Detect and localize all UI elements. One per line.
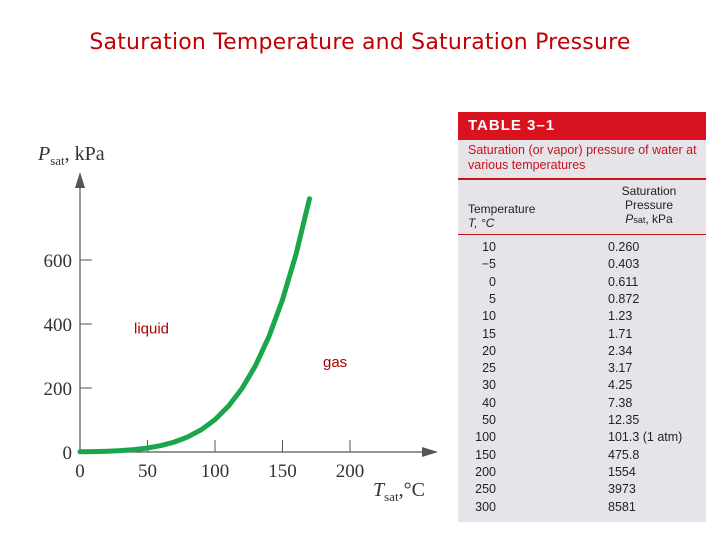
table-rule-top [458,178,706,180]
table-cell-temperature: 250 [475,482,496,497]
column-header-pressure-title: Saturation [621,184,677,198]
table-cell-temperature: 0 [489,274,496,289]
slide-title: Saturation Temperature and Saturation Pr… [89,30,631,55]
chart-axes [75,172,438,457]
column-header-temperature-unit: T, °C [468,216,495,230]
table-cell-pressure: 475.8 [608,447,640,462]
table-cell-pressure: 1.23 [608,309,633,324]
y-tick-label: 200 [44,379,73,400]
annotation-liquid: liquid [134,321,169,338]
table-cell-pressure: 1554 [608,464,636,479]
table-cell-pressure: 3.17 [608,361,633,376]
saturation-table: TABLE 3–1 Saturation (or vapor) pressure… [458,112,706,522]
column-header-temperature-title: Temperature [468,202,536,216]
table-rule-header [458,234,706,235]
table-cell-temperature: 300 [475,499,496,514]
table-cell-pressure: 0.260 [608,240,640,254]
table-cell-pressure: 101.3 (1 atm) [608,430,683,445]
column-header-pressure: Saturation Pressure Psat, kPa [606,184,692,227]
x-axis-arrow [422,447,438,457]
table-caption: Saturation (or vapor) pressure of water … [468,143,697,172]
table-cell-pressure: 3973 [608,482,636,497]
x-ticks: 0 50 100 150 200 [75,440,364,482]
table-cell-temperature: 30 [482,378,496,393]
table-cell-pressure: 2.34 [608,343,633,358]
table-header-bar: TABLE 3–1 [458,112,706,140]
x-axis-label: Tsat,°C [373,479,425,504]
column-header-temperature: Temperature T, °C [468,202,535,230]
y-axis-label: Psat, kPa [37,143,105,168]
table-cell-temperature: 200 [475,464,496,479]
x-tick-label: 0 [75,461,85,482]
table-body: 10 0.260 −5 0.403 0 0.611 5 0.872 10 1.23 15 1.71 20… [458,240,706,520]
saturation-curve-line [77,196,312,455]
y-axis-arrow [75,172,85,188]
annotation-gas: gas [323,354,347,371]
table-cell-temperature: 25 [482,361,496,376]
column-header-pressure-unit: Psat, kPa [625,212,673,226]
x-tick-label: 50 [138,461,157,482]
table-cell-pressure: 0.872 [608,291,640,306]
y-tick-label: 600 [44,251,73,272]
table-cell-pressure: 7.38 [608,395,633,410]
table-cell-temperature: 50 [482,413,496,427]
y-ticks: 0 200 400 600 [44,251,92,464]
table-cell-pressure: 0.403 [608,257,640,272]
y-tick-label: 400 [44,315,73,336]
column-header-pressure-subtitle: Pressure [624,198,674,212]
table-cell-pressure: 12.35 [608,413,640,427]
table-cell-pressure: 4.25 [608,378,633,393]
table-cell-temperature: 5 [489,291,496,306]
table-cell-pressure: 0.611 [608,274,639,289]
saturation-curve-chart: 0 200 400 600 0 50 100 150 200 liquid gas Psat, … [37,143,438,504]
table-cell-temperature: 100 [475,430,496,445]
table-cell-temperature: 150 [475,447,496,462]
series-group [77,196,312,455]
table-cell-temperature: 10 [482,309,496,324]
x-tick-label: 100 [201,461,230,482]
table-title: TABLE 3–1 [468,117,556,134]
table-cell-temperature: 40 [482,395,496,410]
table-cell-temperature: −5 [481,257,496,272]
x-tick-label: 150 [268,461,297,482]
table-cell-temperature: 20 [482,343,496,358]
table-cell-temperature: 10 [482,240,496,254]
table-cell-temperature: 15 [482,326,496,341]
x-tick-label: 200 [336,461,365,482]
annotations-group: liquid gas [134,321,347,372]
y-tick-label: 0 [63,443,73,464]
table-cell-pressure: 8581 [608,499,636,514]
table-cell-pressure: 1.71 [608,326,633,341]
